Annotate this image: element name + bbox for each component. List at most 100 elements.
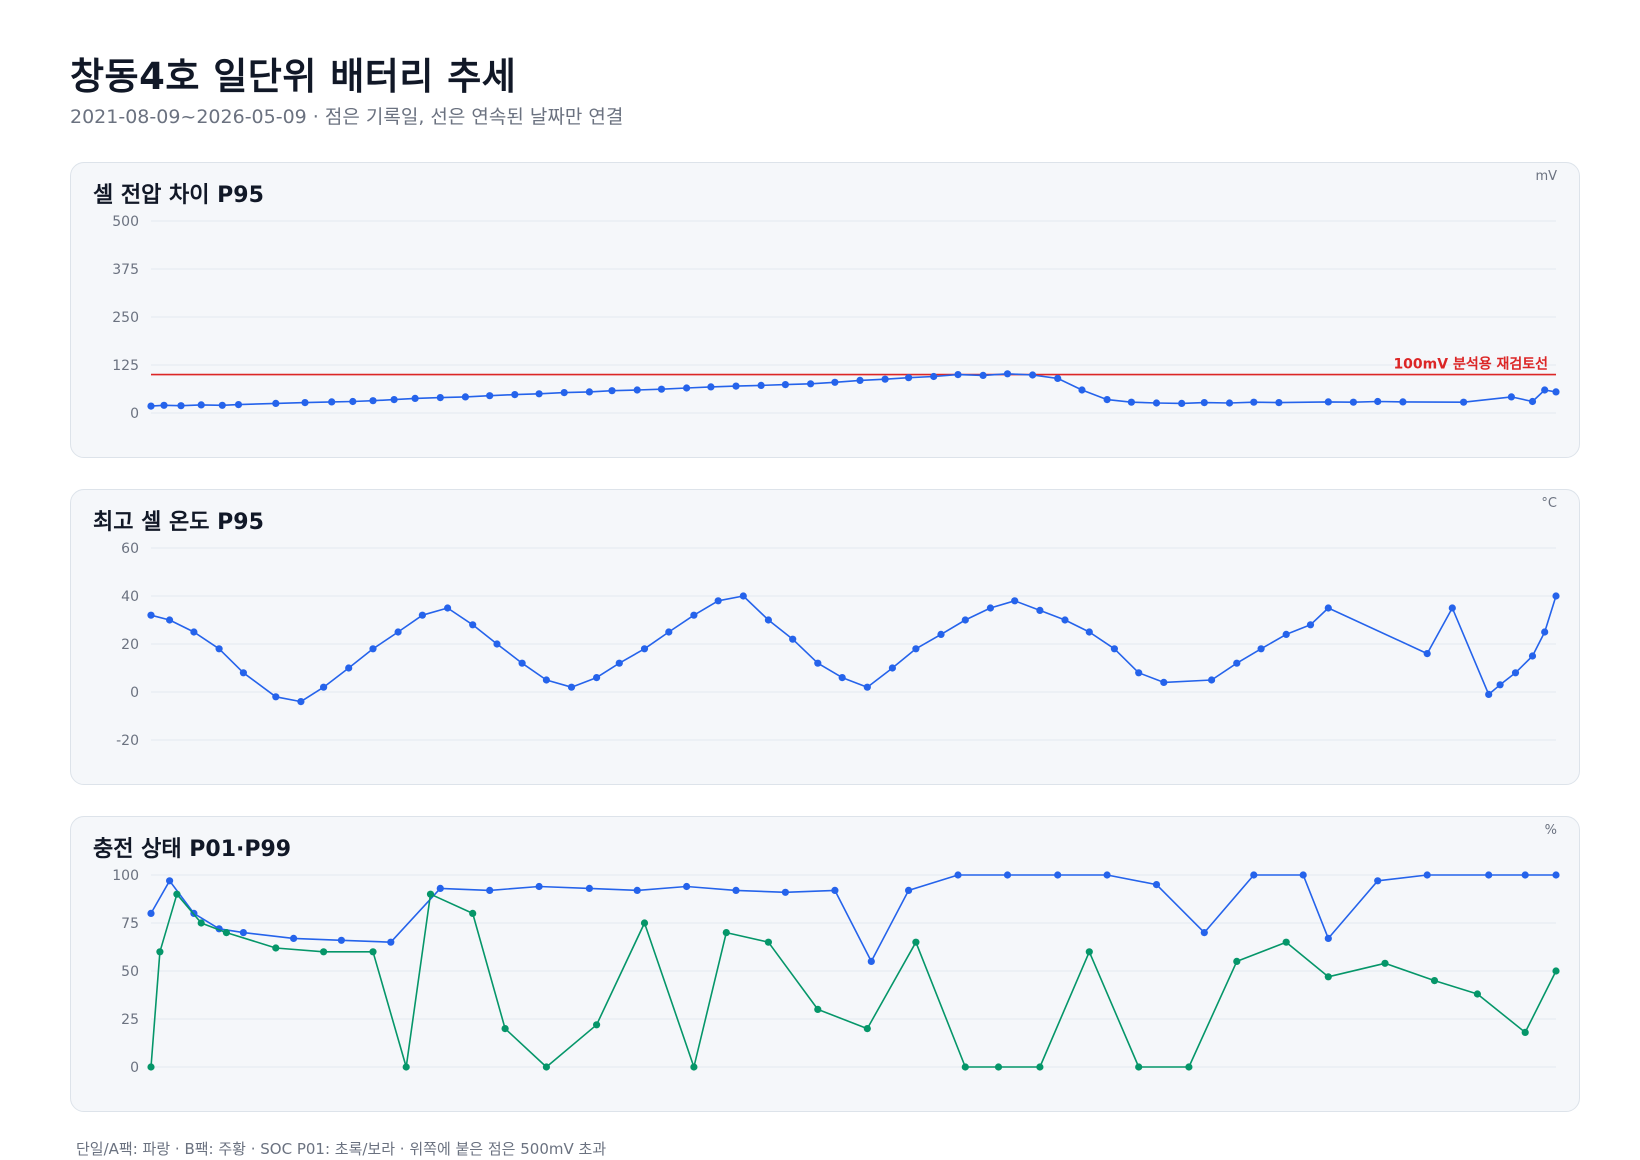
data-point [1430,977,1439,985]
y-tick-label: 0 [130,685,139,701]
chart-panel-cell-voltage: 셀 전압 차이 P95 mV 0 125 250 375 500 100mV 분석용 재검… [70,162,1580,458]
data-point [757,381,765,389]
data-point [1324,604,1332,612]
data-point [1460,398,1468,406]
data-point [881,375,889,383]
series-line [150,373,1557,407]
data-point [542,676,550,684]
data-point [954,871,962,879]
page-title: 창동4호 일단위 배터리 추세 [70,55,517,98]
data-point [166,877,174,885]
data-point [831,378,839,386]
data-point [714,597,722,605]
data-point [156,948,164,956]
y-tick-label: 25 [121,1012,139,1028]
reference-line-label: 100mV 분석용 재검토선 [1393,356,1548,373]
data-point [863,683,871,691]
data-point [160,401,168,409]
data-point [369,948,377,956]
data-point [1282,630,1290,638]
data-point [905,886,913,894]
data-point [1275,399,1283,407]
data-point [1485,690,1493,698]
data-point [1473,990,1481,998]
data-point [789,635,797,643]
data-point [501,1025,509,1033]
data-point [905,374,913,382]
data-point [345,664,353,672]
data-point [1521,871,1529,879]
y-tick-label: 250 [112,310,139,326]
data-point [1299,871,1307,879]
data-point [1448,604,1456,612]
data-point [961,1063,969,1071]
chart-canvas: 0 25 50 75 100 [112,868,1560,1076]
data-point [418,611,426,619]
data-point [1011,597,1019,605]
data-point [166,616,174,624]
data-point [764,616,773,624]
data-point [197,919,205,927]
data-point [633,886,641,894]
data-point [234,401,243,409]
footnote: 단일/A팩: 파랑 · B팩: 주황 · SOC P01: 초록/보라 · 위쪽… [76,1140,607,1158]
series-line [150,595,1557,703]
data-point [781,888,790,896]
data-point [1103,396,1111,404]
data-point [1511,669,1520,677]
data-point [1349,398,1357,406]
data-point [1485,871,1493,879]
data-point [535,882,543,891]
page-subtitle: 2021-08-09~2026-05-09 · 점은 기록일, 선은 연속된 날… [70,106,624,128]
chart-unit: mV [1535,169,1557,184]
data-point [1078,386,1086,394]
data-point [979,371,987,379]
data-point [739,592,747,600]
data-point [1399,398,1407,406]
data-point [1423,650,1431,658]
data-point [1178,399,1186,407]
data-point [1152,881,1161,889]
data-point [994,1063,1003,1071]
data-point [1233,659,1241,667]
data-point [838,674,846,682]
data-point [1200,929,1208,937]
data-point [320,683,328,691]
data-point [961,616,969,624]
data-point [1507,393,1515,401]
y-tick-label: 0 [130,406,139,422]
data-point [177,402,185,410]
data-point [390,396,398,404]
data-point [1541,628,1549,636]
data-point [1423,871,1431,879]
data-point [683,384,691,392]
data-point [1324,973,1332,981]
data-point [461,393,469,401]
data-point [173,890,181,898]
data-point [560,389,568,397]
data-point [1282,938,1290,946]
data-point [272,399,280,407]
data-point [665,628,673,636]
series-line [150,893,1557,1068]
data-point [732,886,740,894]
data-point [1185,1063,1193,1071]
data-point [301,399,309,407]
data-point [486,392,494,400]
data-point [272,944,280,952]
data-point [1324,398,1332,406]
chart-panel-soc: 충전 상태 P01·P99 % 0 25 50 75 100 [70,816,1580,1112]
data-point [608,387,616,395]
series-line [150,874,1556,963]
data-point [930,372,938,381]
chart-title: 셀 전압 차이 P95 [93,183,264,208]
data-point [1528,397,1537,406]
data-point [1103,871,1111,879]
y-tick-label: 20 [121,637,139,653]
data-point [937,630,945,638]
y-tick-label: 500 [112,214,139,230]
chart-title: 최고 셀 온도 P95 [93,510,264,535]
data-point [469,909,477,917]
data-point [444,604,452,612]
data-point [1381,959,1389,967]
